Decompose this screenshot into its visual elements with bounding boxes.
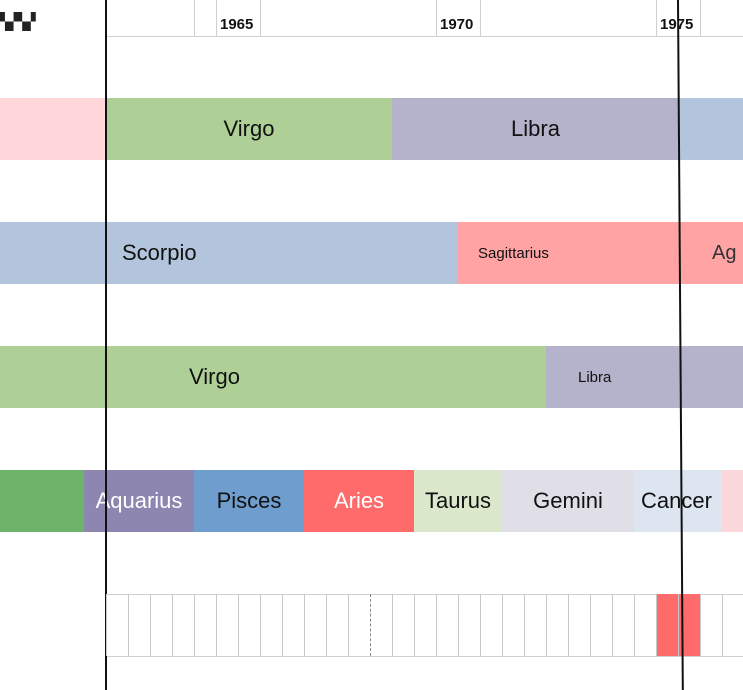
row2-segment-prev[interactable] [0,222,106,284]
row2-segment-sagittarius[interactable]: Sagittarius [458,222,708,284]
segment-label: Scorpio [122,240,197,265]
grid-cell [502,594,524,656]
tick-line-1967 [260,0,261,36]
segment-label: Aries [333,488,385,513]
segment-label: Gemini [533,488,603,513]
grid-cell [216,594,238,656]
tick-line-1965 [216,0,217,36]
grid-cell [524,594,546,656]
left-boundary-line [105,0,107,690]
grid-bottom-border [105,656,743,657]
segment-label: Ag [712,241,737,264]
row3-segment-prev[interactable] [0,346,106,408]
grid-cell [480,594,502,656]
grid-cell [304,594,326,656]
grid-cell [678,594,700,656]
segment-label: Cancer [641,488,712,513]
segment-label: Taurus [424,488,492,513]
segment-label: Virgo [223,116,275,141]
tick-line-1970 [436,0,437,36]
grid-cell [546,594,568,656]
axis-tick-1965: 1965 [220,16,254,33]
header-divider [105,36,743,37]
grid-cell [414,594,436,656]
segment-label: Sagittarius [478,244,549,262]
row4-segment-next[interactable] [722,470,743,532]
row3-segment-virgo[interactable]: Virgo [106,346,546,408]
tick-line-1971 [480,0,481,36]
grid-cell [568,594,590,656]
grid-cell [458,594,480,656]
grid-cell [260,594,282,656]
row4-segment-aquarius[interactable]: Aquarius [84,470,194,532]
grid-cell [326,594,348,656]
segment-label: Libra [578,368,612,386]
row4-segment-cancer[interactable]: Cancer [634,470,722,532]
grid-cell [172,594,194,656]
segment-label: Pisces [216,488,282,513]
segment-label: Virgo [189,364,240,389]
row1-segment-libra[interactable]: Libra [392,98,679,160]
row4-segment-aries[interactable]: Aries [304,470,414,532]
segment-label: Aquarius [95,488,183,513]
row1-segment-prev[interactable] [0,98,106,160]
grid-cell [612,594,634,656]
grid-cell [128,594,150,656]
row1-segment-next[interactable] [679,98,743,160]
row2-segment-scorpio[interactable]: Scorpio [106,222,458,284]
grid-cell [656,594,678,656]
grid-cell [436,594,458,656]
grid-cell [634,594,656,656]
tick-line-1975 [656,0,657,36]
grid-cell [722,594,743,656]
grid-cell [370,594,392,656]
row4-segment-pisces[interactable]: Pisces [194,470,304,532]
grid-cell [194,594,216,656]
row4-segment-taurus[interactable]: Taurus [414,470,502,532]
row2-segment-next[interactable]: Ag [708,222,743,284]
grid-cell [700,594,722,656]
axis-tick-1970: 1970 [440,16,474,33]
truncated-header-text: ▚▞▚▞ [0,12,36,31]
grid-cell [590,594,612,656]
axis-tick-1975: 1975 [660,16,693,33]
tick-line-1976 [700,0,701,36]
grid-cell [392,594,414,656]
row4-segment-gemini[interactable]: Gemini [502,470,634,532]
grid-cell [238,594,260,656]
grid-cell [282,594,304,656]
tick-line-1963 [194,0,195,36]
grid-cell [150,594,172,656]
row1-segment-virgo[interactable]: Virgo [106,98,392,160]
grid-top-border [105,594,743,595]
row4-segment-prev[interactable] [0,470,84,532]
segment-label: Libra [511,116,560,141]
grid-cell [348,594,370,656]
row3-segment-libra[interactable]: Libra [546,346,743,408]
grid-cell [106,594,128,656]
